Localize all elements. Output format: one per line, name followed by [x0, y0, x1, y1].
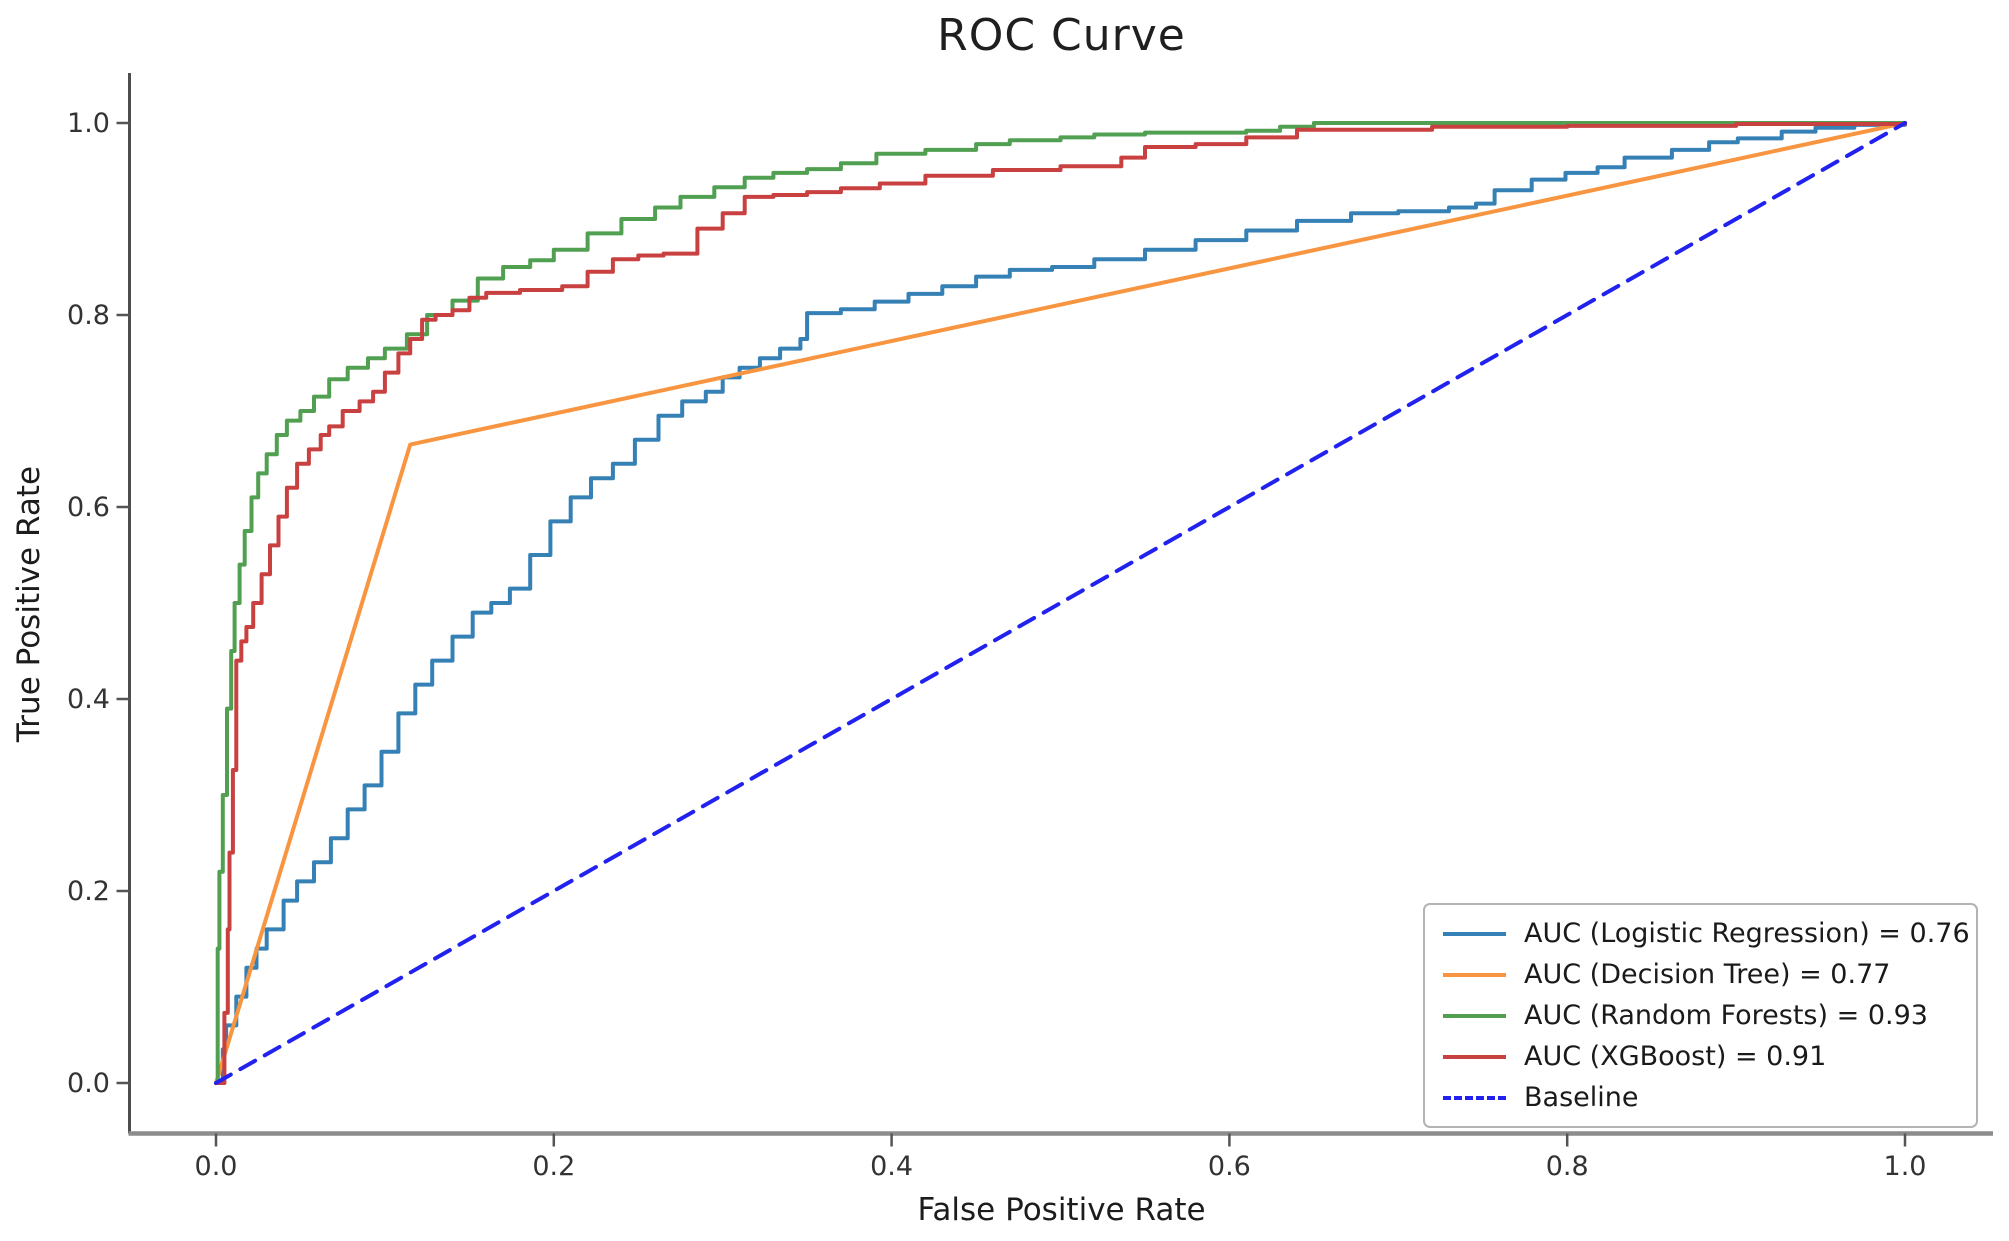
legend-item: AUC (XGBoost) = 0.91 [1443, 1039, 1976, 1075]
x-tick-label: 0.0 [195, 1151, 238, 1182]
legend-swatch-line [1443, 1054, 1506, 1059]
y-tick-label: 0.4 [67, 684, 110, 715]
legend-item: AUC (Random Forests) = 0.93 [1443, 998, 1976, 1034]
legend-swatch-line [1443, 1095, 1506, 1100]
axes-ticks [116, 121, 1907, 1147]
legend: AUC (Logistic Regression) = 0.76 AUC (Dec… [1423, 903, 1978, 1128]
x-tick-label: 1.0 [1884, 1151, 1927, 1182]
legend-label: AUC (Logistic Regression) = 0.76 [1524, 918, 1970, 949]
legend-label: AUC (Decision Tree) = 0.77 [1524, 959, 1891, 990]
chart-title: ROC Curve [937, 10, 1186, 61]
legend-swatch-line [1443, 931, 1506, 936]
legend-label: AUC (XGBoost) = 0.91 [1524, 1041, 1827, 1072]
roc-curve-random-forests [214, 121, 1907, 1085]
x-tick-label: 0.8 [1546, 1151, 1589, 1182]
y-tick-label: 1.0 [67, 108, 110, 139]
x-tick-label: 0.6 [1208, 1151, 1251, 1182]
axes-spines [128, 73, 1993, 1136]
x-tick-label: 0.4 [870, 1151, 913, 1182]
baseline-curve [214, 121, 1907, 1085]
y-tick-label: 0.0 [67, 1068, 110, 1099]
roc-curves [214, 121, 1907, 1085]
y-axis-label: True Positive Rate [11, 465, 47, 743]
y-tick-label: 0.8 [67, 300, 110, 331]
x-tick-label: 0.2 [532, 1151, 575, 1182]
axes-tick-labels: 0.0 0.2 0.4 0.6 0.8 1.0 0.0 0.2 0.4 0.6 0.8 1.0 [67, 108, 1926, 1182]
y-tick-label: 0.6 [67, 492, 110, 523]
roc-curve-decision-tree [214, 121, 1907, 1085]
roc-curve-xgboost [214, 121, 1907, 1085]
y-tick-label: 0.2 [67, 876, 110, 907]
legend-item: AUC (Logistic Regression) = 0.76 [1443, 916, 1976, 952]
legend-item: AUC (Decision Tree) = 0.77 [1443, 957, 1976, 993]
legend-label: Baseline [1524, 1082, 1639, 1113]
legend-item: Baseline [1443, 1080, 1976, 1116]
legend-label: AUC (Random Forests) = 0.93 [1524, 1000, 1928, 1031]
legend-swatch-line [1443, 972, 1506, 977]
x-axis-label: False Positive Rate [917, 1192, 1206, 1228]
legend-swatch-line [1443, 1013, 1506, 1018]
